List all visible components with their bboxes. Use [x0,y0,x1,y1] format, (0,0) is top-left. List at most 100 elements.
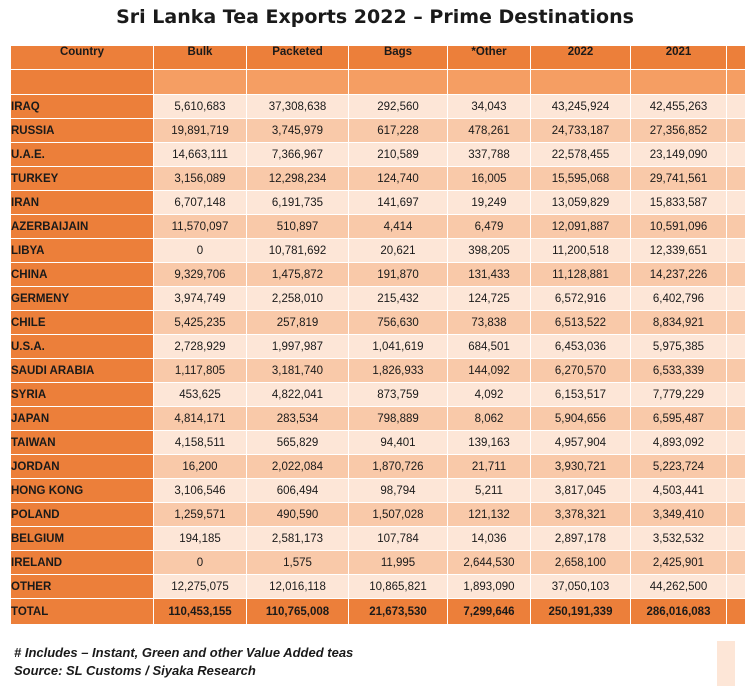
other-cell: 124,725 [447,286,531,311]
y2022-cell: 6,453,036 [530,334,631,359]
y2021-cell: 10,591,096 [630,214,727,239]
other-cell: 7,299,646 [447,598,531,625]
packeted-cell: 2,022,084 [246,454,349,479]
row-tail-cell [726,358,746,383]
row-tail-cell [726,262,746,287]
y2021-cell: 6,402,796 [630,286,727,311]
other-cell: 121,132 [447,502,531,527]
y2021-cell: 6,595,487 [630,406,727,431]
bulk-cell: 14,663,111 [153,142,247,167]
y2021-cell: 5,223,724 [630,454,727,479]
other-cell: 131,433 [447,262,531,287]
country-cell: RUSSIA [10,118,154,143]
country-cell: IRAN [10,190,154,215]
other-cell: 21,711 [447,454,531,479]
other-cell: 139,163 [447,430,531,455]
country-cell: LIBYA [10,238,154,263]
bulk-cell: 3,974,749 [153,286,247,311]
bags-cell: 1,041,619 [348,334,448,359]
other-cell: 4,092 [447,382,531,407]
bags-cell: 1,507,028 [348,502,448,527]
row-tail-cell [726,382,746,407]
bags-cell: 4,414 [348,214,448,239]
y2022-cell: 3,378,321 [530,502,631,527]
bags-cell: 210,589 [348,142,448,167]
row-tail-cell [726,334,746,359]
y2021-cell: 7,779,229 [630,382,727,407]
bags-cell: 1,870,726 [348,454,448,479]
exports-table: Country Bulk Packeted Bags *Other 2022 2… [10,45,746,625]
country-cell: GERMENY [10,286,154,311]
country-cell: HONG KONG [10,478,154,503]
y2021-cell: 27,356,852 [630,118,727,143]
table-row: TURKEY 3,156,089 12,298,234 124,740 16,005 15… [10,166,746,191]
y2022-cell: 2,897,178 [530,526,631,551]
y2022-cell: 11,200,518 [530,238,631,263]
other-cell: 398,205 [447,238,531,263]
table-row: SAUDI ARABIA 1,117,805 3,181,740 1,826,933 1… [10,358,746,383]
other-cell: 73,838 [447,310,531,335]
column-header: *Other [447,45,531,70]
row-tail-cell [726,574,746,599]
packeted-cell: 257,819 [246,310,349,335]
packeted-cell: 1,575 [246,550,349,575]
other-cell: 8,062 [447,406,531,431]
y2022-cell: 6,572,916 [530,286,631,311]
y2021-cell: 42,455,263 [630,94,727,119]
y2021-cell: 14,237,226 [630,262,727,287]
country-cell: JORDAN [10,454,154,479]
footnote-includes: # Includes – Instant, Green and other Va… [14,645,354,660]
bags-cell: 191,870 [348,262,448,287]
y2022-cell: 6,513,522 [530,310,631,335]
bulk-cell: 110,453,155 [153,598,247,625]
column-header: Bulk [153,45,247,70]
bulk-cell: 11,570,097 [153,214,247,239]
spacer-cell [630,69,727,95]
packeted-cell: 3,745,979 [246,118,349,143]
country-cell: U.S.A. [10,334,154,359]
packeted-cell: 2,258,010 [246,286,349,311]
y2022-cell: 22,578,455 [530,142,631,167]
table-tail-extension [717,641,735,686]
country-cell: BELGIUM [10,526,154,551]
bags-cell: 98,794 [348,478,448,503]
y2022-cell: 43,245,924 [530,94,631,119]
bulk-cell: 1,117,805 [153,358,247,383]
y2021-cell: 6,533,339 [630,358,727,383]
table-row: BELGIUM 194,185 2,581,173 107,784 14,036 2,89… [10,526,746,551]
bulk-cell: 12,275,075 [153,574,247,599]
header-spacer-row [10,69,746,95]
y2021-cell: 4,503,441 [630,478,727,503]
table-row: CHINA 9,329,706 1,475,872 191,870 131,433 11,… [10,262,746,287]
spacer-cell [530,69,631,95]
packeted-cell: 7,366,967 [246,142,349,167]
y2021-cell: 3,349,410 [630,502,727,527]
packeted-cell: 490,590 [246,502,349,527]
table-row: U.S.A. 2,728,929 1,997,987 1,041,619 684,501… [10,334,746,359]
country-cell: TOTAL [10,598,154,625]
table-row: LIBYA 0 10,781,692 20,621 398,205 11,200,518 1… [10,238,746,263]
country-cell: SYRIA [10,382,154,407]
bulk-cell: 19,891,719 [153,118,247,143]
bulk-cell: 6,707,148 [153,190,247,215]
other-cell: 6,479 [447,214,531,239]
packeted-cell: 2,581,173 [246,526,349,551]
packeted-cell: 6,191,735 [246,190,349,215]
packeted-cell: 283,534 [246,406,349,431]
bags-cell: 107,784 [348,526,448,551]
country-cell: IRELAND [10,550,154,575]
bulk-cell: 5,610,683 [153,94,247,119]
country-cell: CHILE [10,310,154,335]
table-row: POLAND 1,259,571 490,590 1,507,028 121,132 3,… [10,502,746,527]
row-tail-cell [726,142,746,167]
other-cell: 19,249 [447,190,531,215]
y2021-cell: 3,532,532 [630,526,727,551]
header-row: Country Bulk Packeted Bags *Other 2022 2… [10,45,746,70]
other-cell: 16,005 [447,166,531,191]
bulk-cell: 2,728,929 [153,334,247,359]
bulk-cell: 5,425,235 [153,310,247,335]
y2022-cell: 12,091,887 [530,214,631,239]
row-tail-cell [726,238,746,263]
country-cell: CHINA [10,262,154,287]
table-row: IRAQ 5,610,683 37,308,638 292,560 34,043 43,2… [10,94,746,119]
